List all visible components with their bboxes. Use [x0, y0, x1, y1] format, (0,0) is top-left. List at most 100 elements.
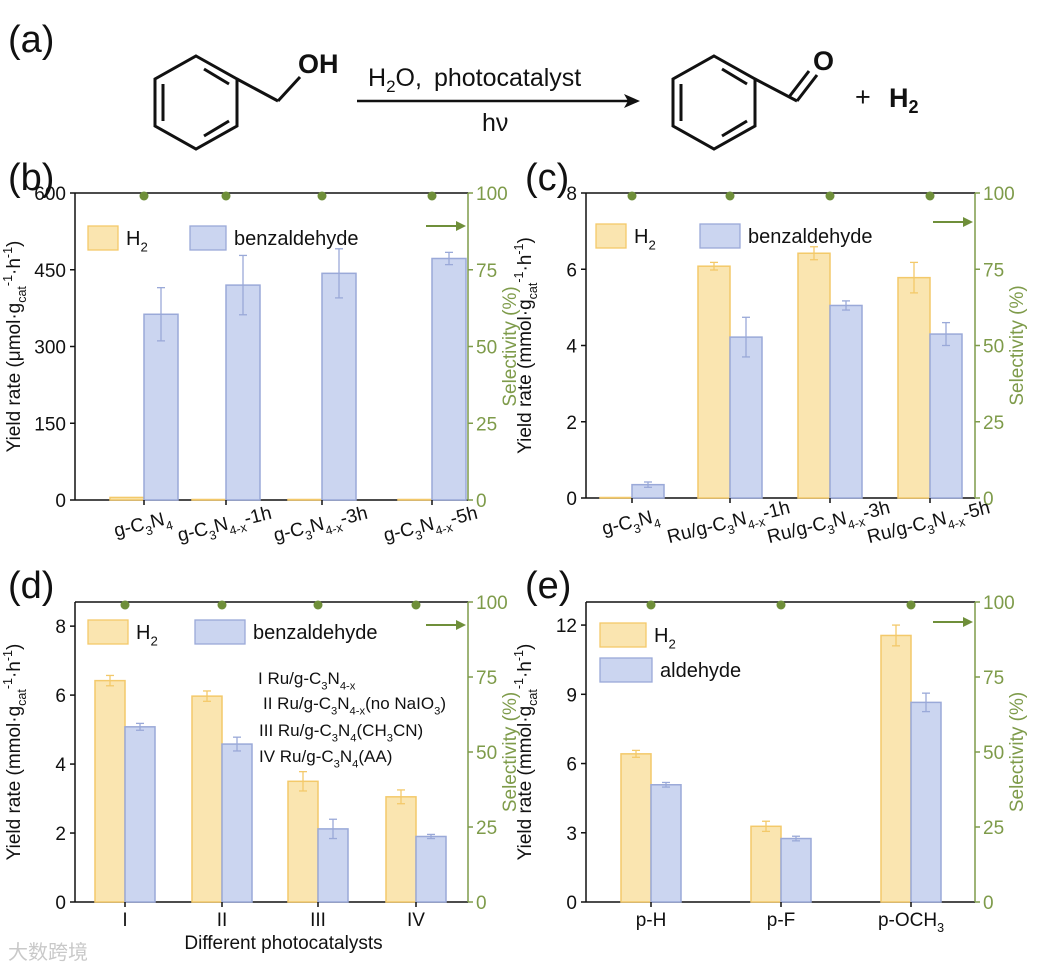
y2-tick-label: 100 — [476, 184, 508, 205]
bar-benzaldehyde-2 — [321, 272, 357, 501]
legend-swatch-h2 — [595, 223, 627, 249]
benzene-ring-left — [153, 54, 239, 151]
bar-benzaldehyde-3 — [929, 333, 963, 499]
category-label-3: IV — [407, 910, 425, 931]
y-tick-label: 2 — [566, 413, 577, 434]
category-label-0: I — [122, 910, 127, 931]
bar-benzaldehyde-1 — [225, 284, 261, 501]
bar-h2-2 — [287, 498, 323, 501]
y-tick-label: 12 — [556, 616, 577, 637]
category-label-1: II — [217, 910, 228, 931]
annotation-3: IV Ru/g-C3N4(AA) — [259, 747, 392, 770]
watermark: 大数跨境 — [8, 942, 88, 964]
selectivity-point-2 — [313, 600, 323, 610]
y2-tick-label: 25 — [476, 818, 497, 839]
category-label-3: g-C3N4-x-5h — [381, 503, 480, 551]
selectivity-point-0 — [139, 191, 149, 201]
chart-c: (c) 0 2 4 6 8 0 25 50 75 100 Yield rate (mmol·gcat-… — [512, 157, 1028, 548]
y2-axis-title: Selectivity (%) — [1007, 692, 1028, 812]
y2-tick-label: 50 — [476, 338, 497, 359]
y2-tick-label: 100 — [983, 184, 1015, 205]
y-tick-label: 8 — [55, 617, 66, 638]
legend-label-benzaldehyde: benzaldehyde — [253, 622, 378, 644]
bar-benzaldehyde-1 — [221, 743, 253, 903]
y-tick-label: 9 — [566, 685, 577, 706]
y-tick-label: 300 — [34, 338, 66, 359]
selectivity-point-2 — [317, 191, 327, 201]
selectivity-point-2 — [906, 600, 916, 610]
selectivity-arrow-head — [456, 221, 466, 231]
y2-tick-label: 100 — [983, 593, 1015, 614]
x-axis-title: Different photocatalysts — [184, 933, 382, 954]
y-tick-label: 6 — [566, 260, 577, 281]
y-tick-label: 0 — [55, 893, 66, 914]
y-tick-label: 0 — [55, 491, 66, 512]
reaction-conditions: H2O, photocatalyst — [368, 64, 581, 96]
bar-h2-3 — [397, 498, 433, 501]
category-label-2: III — [310, 910, 326, 931]
annotation-2: III Ru/g-C3N4(CH3CN) — [259, 721, 423, 744]
y2-tick-label: 100 — [476, 593, 508, 614]
oh-bond — [276, 75, 302, 103]
arrow-head — [624, 94, 640, 108]
selectivity-point-0 — [646, 600, 656, 610]
y-tick-label: 3 — [566, 824, 577, 845]
bar-benzaldehyde-2 — [317, 828, 349, 903]
reaction-scheme: (a) OH H2O, photocatalyst hν O + H2 — [8, 19, 919, 151]
category-label-2: p-OCH3 — [878, 910, 944, 935]
legend-label-benzaldehyde: benzaldehyde — [234, 228, 359, 250]
chart-e: (e) 0 3 6 9 12 0 25 50 75 100 Yield rate (mmol·gcat… — [512, 565, 1028, 935]
legend-label-aldehyde: aldehyde — [660, 660, 741, 682]
bar-h2-1 — [191, 498, 227, 501]
selectivity-point-3 — [427, 191, 437, 201]
legend-label-h2: H2 — [126, 228, 148, 254]
y-tick-label: 4 — [566, 337, 577, 358]
y2-tick-label: 0 — [476, 491, 487, 512]
legend-label-benzaldehyde: benzaldehyde — [748, 226, 873, 248]
panel-label-c: (c) — [525, 157, 569, 199]
annotation-1: II Ru/g-C3N4-x(no NaIO3) — [263, 694, 446, 717]
ch2-bond — [236, 77, 279, 103]
bar-h2-0 — [94, 679, 126, 903]
bar-h2-0 — [109, 496, 145, 501]
bar-h2-0 — [599, 496, 633, 499]
selectivity-point-1 — [221, 191, 231, 201]
y-tick-label: 4 — [55, 755, 66, 776]
y2-tick-label: 25 — [983, 413, 1004, 434]
selectivity-arrow-head — [456, 620, 466, 630]
selectivity-arrow-head — [963, 617, 973, 627]
y2-tick-label: 75 — [983, 668, 1004, 689]
double-bond — [721, 119, 748, 138]
hv-label: hν — [482, 109, 508, 137]
y2-tick-label: 0 — [983, 893, 994, 914]
selectivity-point-0 — [120, 600, 130, 610]
y2-tick-label: 50 — [476, 743, 497, 764]
bar-h2-2 — [880, 634, 912, 903]
plus-sign: + — [855, 82, 871, 112]
legend-label-h2: H2 — [654, 625, 676, 651]
cho-bond — [754, 77, 798, 103]
legend-swatch-h2 — [87, 619, 129, 645]
bar-h2-2 — [797, 252, 831, 499]
panel-label-a: (a) — [8, 19, 54, 61]
bar-h2-1 — [697, 265, 731, 499]
y2-axis-title: Selectivity (%) — [500, 692, 521, 812]
y-axis-title: Yield rate (mmol·gcat-1·h-1) — [512, 644, 540, 861]
y2-axis-title: Selectivity (%) — [1007, 285, 1028, 405]
bar-h2-0 — [620, 753, 652, 903]
carbonyl-bond — [787, 70, 811, 98]
bar-benzaldehyde-0 — [143, 313, 179, 501]
y2-tick-label: 75 — [476, 668, 497, 689]
bar-benzaldehyde-1 — [729, 336, 763, 499]
category-label-0: g-C3N4 — [112, 507, 175, 545]
chart-b: (b) 0 150 300 450 600 0 25 50 75 100 Yield rate (μm… — [1, 157, 521, 551]
y2-tick-label: 0 — [983, 489, 994, 510]
bar-aldehyde-2 — [910, 701, 942, 903]
selectivity-point-1 — [776, 600, 786, 610]
panel-label-e: (e) — [525, 565, 571, 607]
y2-axis-title: Selectivity (%) — [500, 286, 521, 406]
y-tick-label: 450 — [34, 261, 66, 282]
category-label-0: g-C3N4 — [600, 505, 663, 543]
